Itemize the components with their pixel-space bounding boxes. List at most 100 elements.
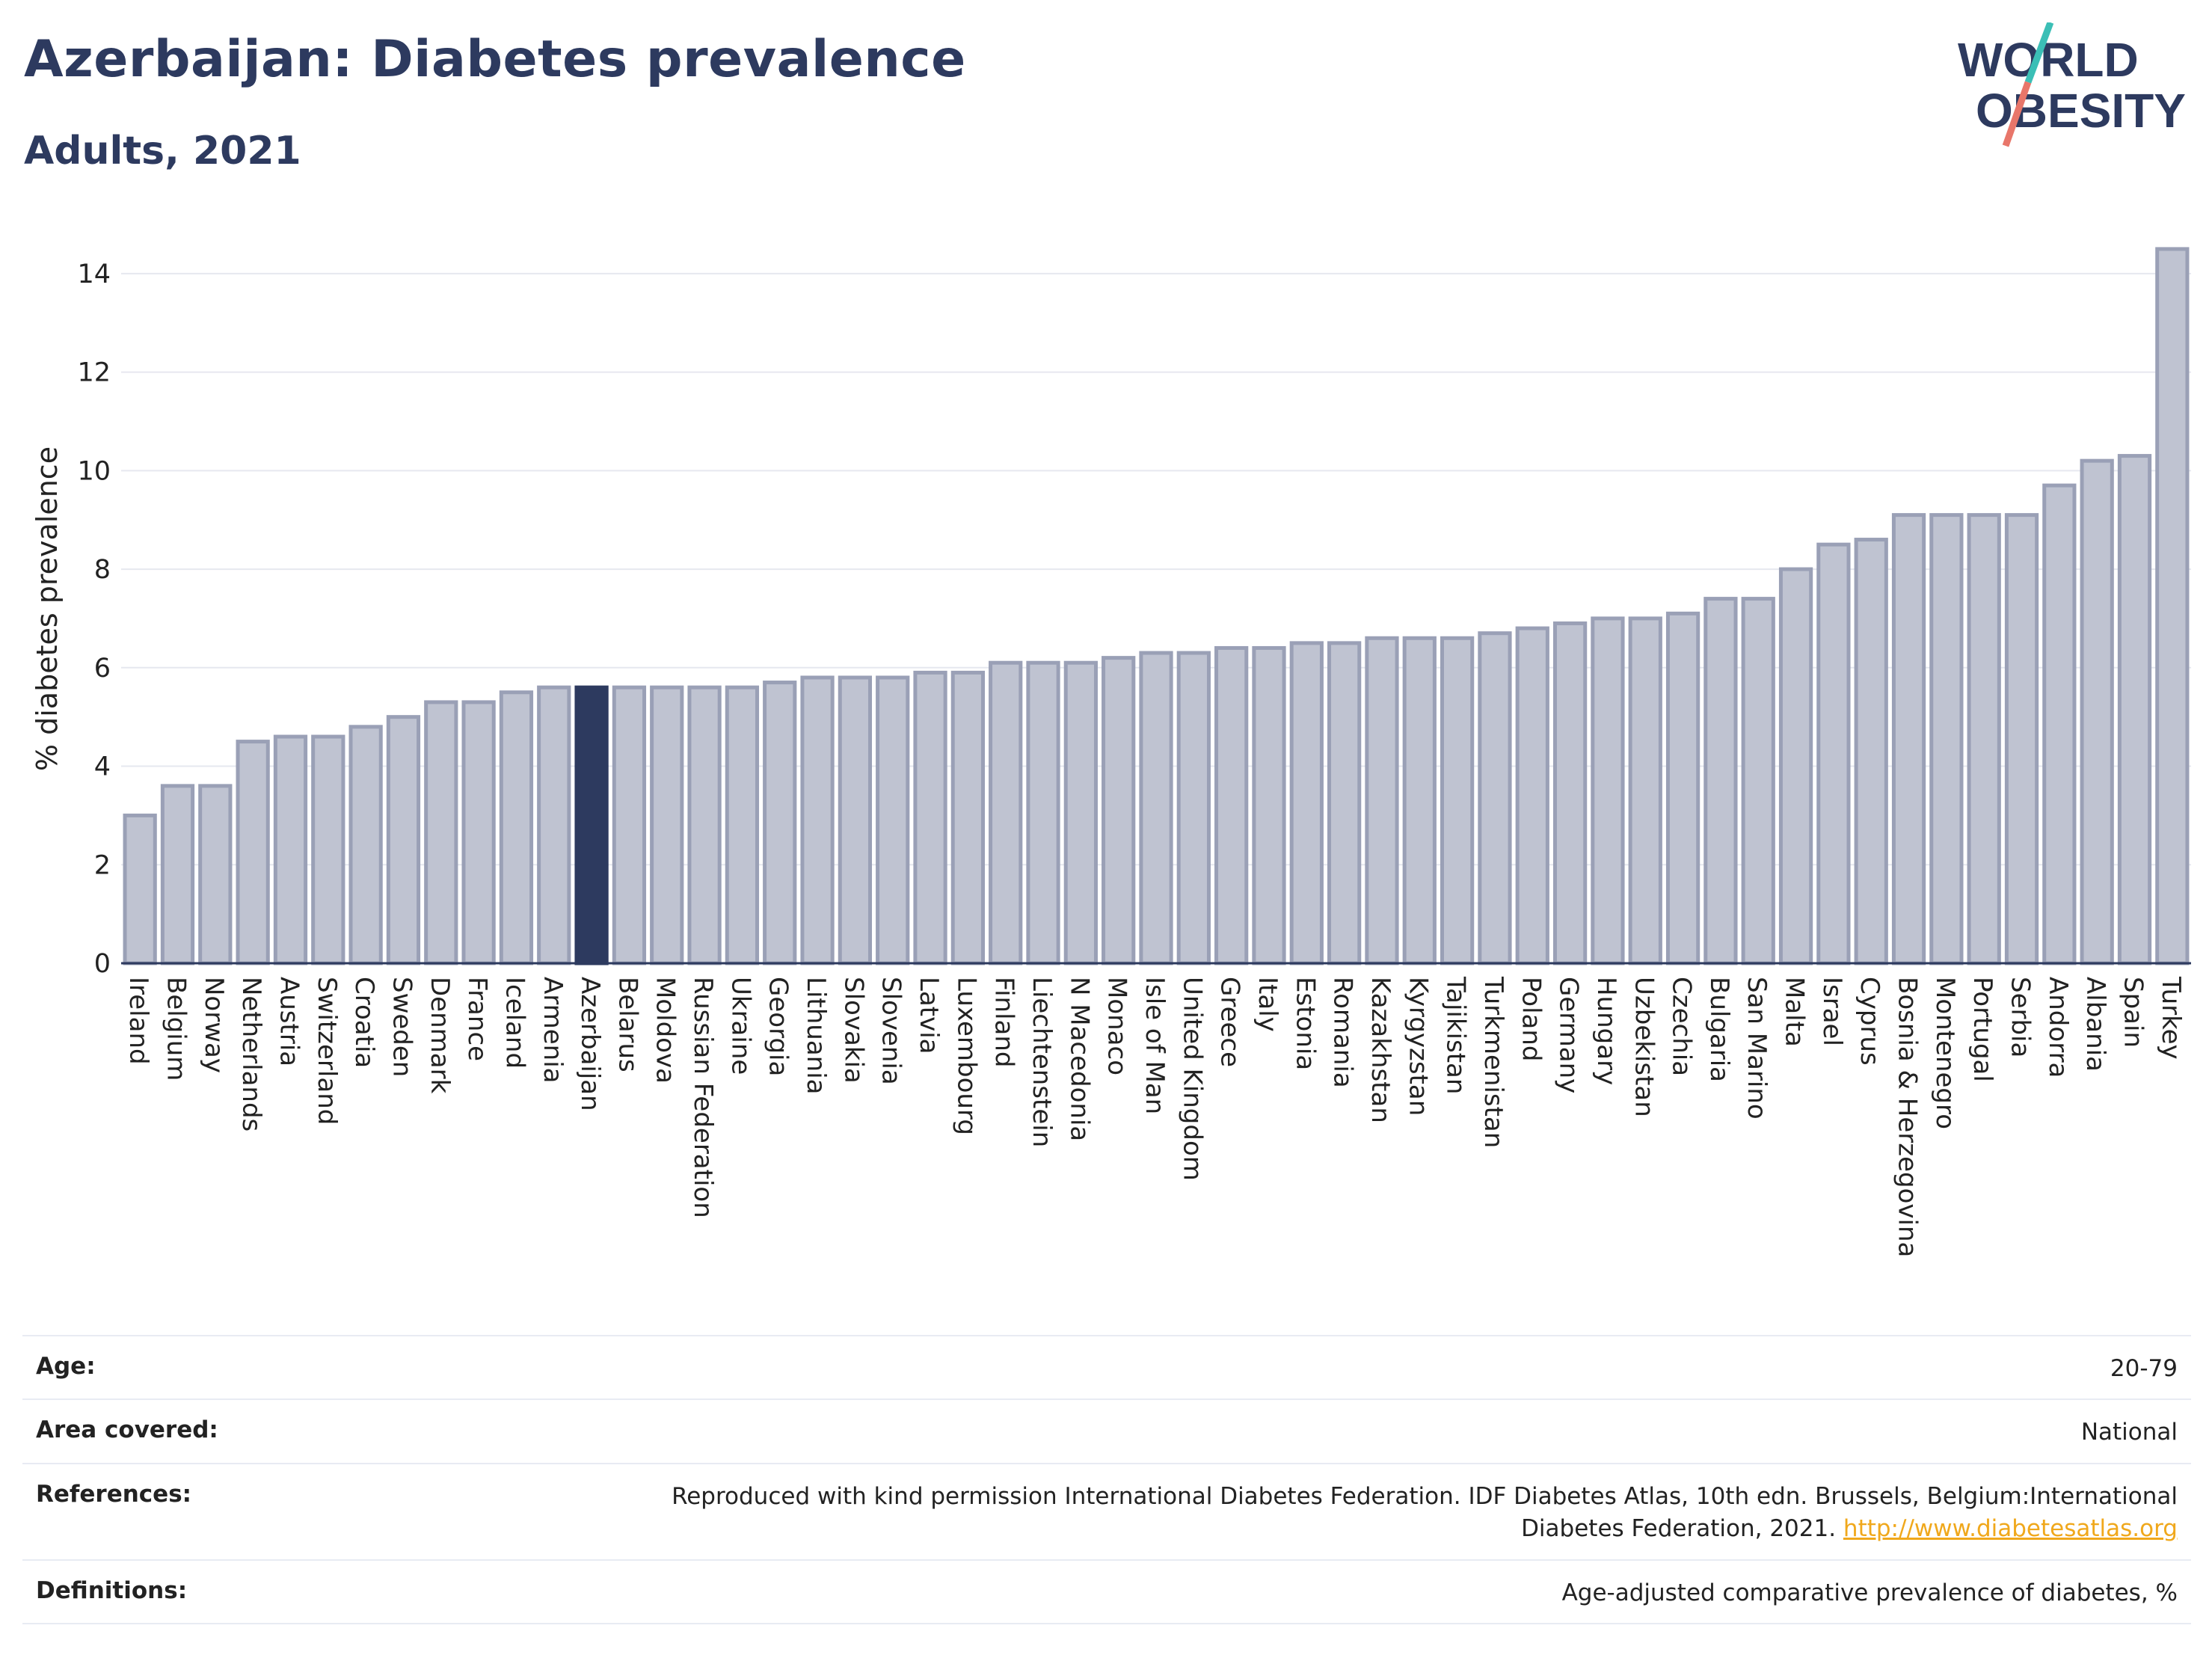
bar-norway[interactable] — [198, 784, 233, 965]
bar-denmark[interactable] — [424, 700, 458, 965]
bar-monaco[interactable] — [1102, 656, 1136, 965]
x-tick-label: Azerbaijan — [575, 977, 605, 1111]
bar-ireland[interactable] — [123, 813, 157, 965]
world-obesity-logo[interactable]: WORLD OBESITY — [1944, 22, 2199, 157]
references-value: Reproduced with kind permission Internat… — [645, 1481, 2178, 1546]
bar-latvia[interactable] — [913, 670, 947, 965]
bar-georgia[interactable] — [763, 681, 797, 965]
bar-switzerland[interactable] — [311, 734, 345, 965]
bar-bulgaria[interactable] — [1703, 597, 1738, 965]
bar-greece[interactable] — [1214, 645, 1249, 965]
definitions-label: Definitions: — [36, 1576, 188, 1604]
bar-malta[interactable] — [1778, 567, 1813, 965]
bar-isle-of-man[interactable] — [1139, 651, 1173, 965]
bar-ukraine[interactable] — [725, 685, 760, 965]
bar-italy[interactable] — [1252, 645, 1286, 965]
bar-slovenia[interactable] — [876, 675, 910, 965]
x-tick-label: Greece — [1215, 977, 1245, 1067]
x-tick-label: Israel — [1817, 977, 1847, 1046]
bar-slovakia[interactable] — [838, 675, 873, 965]
bar-belgium[interactable] — [160, 784, 195, 965]
bar-croatia[interactable] — [348, 725, 383, 965]
x-tick-label: Turkmenistan — [1478, 976, 1508, 1148]
bar-moldova[interactable] — [650, 685, 684, 965]
bar-germany[interactable] — [1552, 621, 1588, 965]
x-tick-label: Russian Federation — [688, 977, 718, 1218]
bar-united-kingdom[interactable] — [1176, 651, 1211, 965]
bar-n-macedonia[interactable] — [1063, 660, 1098, 965]
x-tick-label: Luxembourg — [951, 977, 981, 1135]
x-tick-label: Ireland — [123, 977, 153, 1065]
age-value: 20-79 — [2110, 1355, 2178, 1382]
bar-france[interactable] — [461, 700, 496, 965]
bar-romania[interactable] — [1327, 641, 1362, 965]
bar-liechtenstein[interactable] — [1026, 660, 1060, 965]
bar-russian-federation[interactable] — [687, 685, 722, 965]
x-tick-label: Tajikistan — [1441, 976, 1471, 1094]
bar-netherlands[interactable] — [236, 740, 270, 965]
bar-chart: 0 2 4 6 8 10 12 14 Ireland Belgium Norway Netherla… — [31, 247, 2191, 1257]
x-tick-label: Montenegro — [1930, 977, 1960, 1129]
bar-israel[interactable] — [1816, 542, 1851, 965]
x-tick-label: Uzbekistan — [1629, 977, 1659, 1117]
bar-san-marino[interactable] — [1741, 597, 1775, 965]
x-tick-label: Turkey — [2156, 976, 2186, 1060]
references-link[interactable]: http://www.diabetesatlas.org — [1843, 1515, 2178, 1543]
y-tick-label: 8 — [94, 555, 111, 585]
x-tick-label: Germany — [1554, 977, 1584, 1093]
x-tick-label: Austria — [274, 977, 304, 1066]
bar-bosnia-herzegovina[interactable] — [1891, 513, 1926, 965]
bar-sweden[interactable] — [386, 715, 421, 965]
x-tick-label: France — [462, 977, 492, 1061]
definitions-value: Age-adjusted comparative prevalence of d… — [1561, 1579, 2178, 1606]
bar-cyprus[interactable] — [1854, 538, 1888, 965]
x-tick-label: Armenia — [538, 977, 568, 1084]
x-tick-label: Sweden — [387, 977, 417, 1077]
y-tick-label: 2 — [94, 850, 111, 880]
x-tick-label: Iceland — [500, 977, 529, 1069]
x-tick-label: Belgium — [161, 977, 191, 1081]
bars — [123, 247, 2190, 965]
bar-turkmenistan[interactable] — [1478, 631, 1512, 965]
bar-portugal[interactable] — [1967, 513, 2001, 965]
bar-lithuania[interactable] — [800, 675, 835, 965]
age-label: Age: — [36, 1353, 96, 1380]
x-tick-label: Romania — [1328, 977, 1358, 1088]
bar-spain[interactable] — [2117, 454, 2152, 965]
bar-luxembourg[interactable] — [950, 670, 985, 965]
x-tick-label: Denmark — [425, 977, 455, 1094]
bar-albania[interactable] — [2080, 458, 2114, 965]
x-tick-label: Belarus — [612, 977, 642, 1072]
bar-armenia[interactable] — [537, 685, 571, 965]
logo-line1: WORLD — [1958, 33, 2139, 87]
y-tick-label: 14 — [77, 260, 111, 289]
area-label: Area covered: — [36, 1416, 218, 1444]
bar-finland[interactable] — [989, 660, 1023, 965]
x-tick-label: Andorra — [2043, 977, 2073, 1078]
bar-belarus[interactable] — [612, 685, 647, 965]
chart-subtitle: Adults, 2021 — [24, 129, 301, 174]
bar-kazakhstan[interactable] — [1365, 636, 1399, 965]
x-tick-label: Ukraine — [725, 977, 755, 1075]
bar-hungary[interactable] — [1591, 616, 1625, 965]
bar-serbia[interactable] — [2004, 513, 2039, 965]
bar-andorra[interactable] — [2042, 483, 2077, 965]
bar-czechia[interactable] — [1665, 611, 1701, 965]
x-tick-label: Albania — [2080, 977, 2110, 1072]
bar-tajikistan[interactable] — [1440, 636, 1475, 965]
bar-poland[interactable] — [1515, 626, 1549, 965]
x-tick-label: San Marino — [1742, 977, 1772, 1120]
bar-azerbaijan[interactable] — [574, 685, 609, 965]
bar-estonia[interactable] — [1289, 641, 1324, 965]
bar-austria[interactable] — [273, 734, 308, 965]
bar-turkey[interactable] — [2155, 247, 2190, 965]
bar-uzbekistan[interactable] — [1628, 616, 1662, 965]
bar-iceland[interactable] — [499, 690, 534, 965]
x-tick-label: Netherlands — [236, 977, 266, 1132]
bar-kyrgyzstan[interactable] — [1402, 636, 1437, 965]
x-tick-label: Georgia — [764, 977, 793, 1076]
y-tick-label: 10 — [77, 456, 111, 486]
x-tick-label: Malta — [1780, 977, 1810, 1047]
y-tick-label: 0 — [94, 949, 111, 979]
bar-montenegro[interactable] — [1929, 513, 1964, 965]
